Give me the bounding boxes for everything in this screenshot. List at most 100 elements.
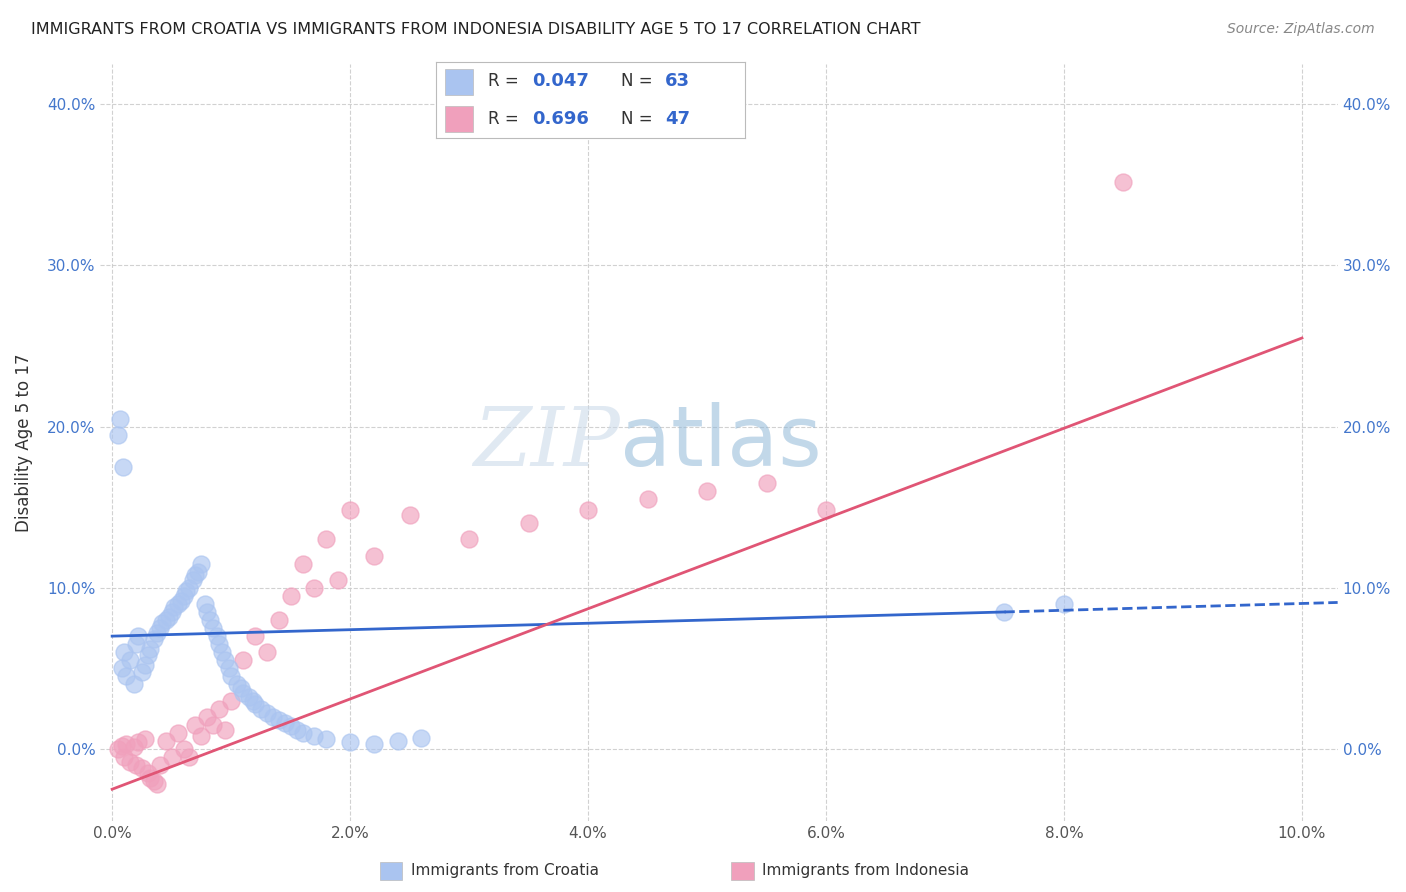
- Point: [208, 701, 231, 715]
- Point: [202, 718, 225, 732]
- Point: [173, 742, 195, 756]
- Point: [214, 723, 236, 737]
- Point: [110, 411, 132, 425]
- Text: ZIP: ZIP: [472, 403, 620, 483]
- Point: [339, 735, 361, 749]
- Point: [243, 697, 266, 711]
- Point: [118, 755, 141, 769]
- Point: [146, 777, 169, 791]
- Text: Immigrants from Croatia: Immigrants from Croatia: [411, 863, 599, 878]
- Y-axis label: Disability Age 5 to 17: Disability Age 5 to 17: [15, 353, 32, 532]
- Point: [142, 632, 165, 647]
- Text: 63: 63: [665, 72, 690, 90]
- Bar: [446, 69, 472, 95]
- Point: [166, 597, 188, 611]
- Point: [184, 568, 207, 582]
- Point: [136, 648, 159, 663]
- Point: [315, 732, 337, 747]
- Point: [232, 685, 254, 699]
- Point: [139, 771, 162, 785]
- Point: [315, 533, 337, 547]
- Point: [363, 549, 385, 563]
- Point: [131, 761, 153, 775]
- Point: [194, 597, 217, 611]
- Point: [174, 584, 197, 599]
- Point: [111, 459, 134, 474]
- Point: [219, 693, 242, 707]
- Point: [262, 709, 284, 723]
- Text: Immigrants from Indonesia: Immigrants from Indonesia: [762, 863, 969, 878]
- Point: [267, 713, 290, 727]
- Point: [280, 589, 302, 603]
- Point: [273, 716, 295, 731]
- Point: [219, 669, 242, 683]
- Point: [107, 742, 129, 756]
- Text: 47: 47: [665, 111, 690, 128]
- Point: [238, 690, 260, 705]
- Bar: [446, 105, 472, 132]
- Point: [155, 613, 177, 627]
- Point: [184, 718, 207, 732]
- Point: [208, 637, 231, 651]
- Point: [118, 653, 141, 667]
- Point: [696, 484, 718, 499]
- Point: [111, 739, 134, 753]
- Point: [256, 706, 278, 721]
- Point: [256, 645, 278, 659]
- Point: [458, 533, 481, 547]
- Point: [195, 605, 218, 619]
- Point: [139, 642, 162, 657]
- Point: [150, 616, 173, 631]
- Point: [179, 750, 201, 764]
- Point: [160, 605, 183, 619]
- Point: [149, 621, 172, 635]
- Point: [142, 774, 165, 789]
- Point: [134, 732, 156, 747]
- Point: [576, 503, 599, 517]
- Text: R =: R =: [488, 72, 524, 90]
- Point: [1112, 175, 1135, 189]
- Point: [107, 427, 129, 442]
- Point: [387, 734, 409, 748]
- Point: [211, 645, 233, 659]
- Point: [993, 605, 1015, 619]
- Point: [291, 557, 314, 571]
- Point: [1053, 597, 1076, 611]
- Point: [304, 581, 326, 595]
- Point: [304, 729, 326, 743]
- Point: [198, 613, 221, 627]
- Point: [122, 677, 145, 691]
- Point: [127, 629, 149, 643]
- Point: [755, 476, 778, 491]
- Point: [125, 758, 148, 772]
- Point: [285, 723, 308, 737]
- Point: [243, 629, 266, 643]
- Point: [411, 731, 433, 745]
- Point: [280, 719, 302, 733]
- Point: [291, 726, 314, 740]
- Point: [214, 653, 236, 667]
- Point: [131, 665, 153, 679]
- Point: [136, 766, 159, 780]
- Point: [267, 613, 290, 627]
- Point: [232, 653, 254, 667]
- Text: atlas: atlas: [620, 402, 821, 483]
- Point: [149, 758, 172, 772]
- Point: [111, 661, 134, 675]
- Point: [250, 701, 273, 715]
- Point: [179, 581, 201, 595]
- Text: 0.047: 0.047: [531, 72, 589, 90]
- Text: IMMIGRANTS FROM CROATIA VS IMMIGRANTS FROM INDONESIA DISABILITY AGE 5 TO 17 CORR: IMMIGRANTS FROM CROATIA VS IMMIGRANTS FR…: [31, 22, 921, 37]
- Point: [112, 750, 135, 764]
- Point: [125, 637, 148, 651]
- Point: [170, 593, 193, 607]
- Point: [160, 750, 183, 764]
- Point: [190, 729, 212, 743]
- Point: [195, 709, 218, 723]
- Point: [181, 573, 204, 587]
- Point: [127, 735, 149, 749]
- Point: [398, 508, 420, 523]
- Point: [815, 503, 838, 517]
- Point: [190, 557, 212, 571]
- Point: [229, 681, 252, 695]
